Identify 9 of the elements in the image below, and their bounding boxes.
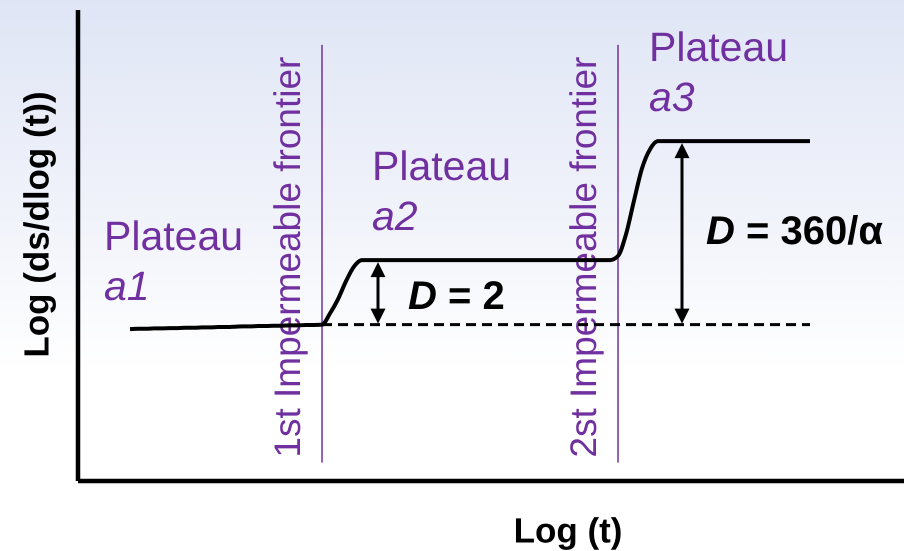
text: 1st Impermeable frontier (267, 56, 308, 458)
y-axis-title: Log (ds/dlog (t)) (18, 91, 56, 358)
annotation: D = 2 (408, 274, 505, 318)
annotation: Plateau a2 (372, 143, 512, 239)
annotation: Plateau a1 (104, 213, 244, 309)
annotation: D = 360/α (706, 209, 884, 253)
text: 2st Impermeable frontier (563, 56, 604, 458)
text: Plateau a3 (649, 24, 788, 120)
x-axis-title: Log (t) (514, 512, 622, 550)
